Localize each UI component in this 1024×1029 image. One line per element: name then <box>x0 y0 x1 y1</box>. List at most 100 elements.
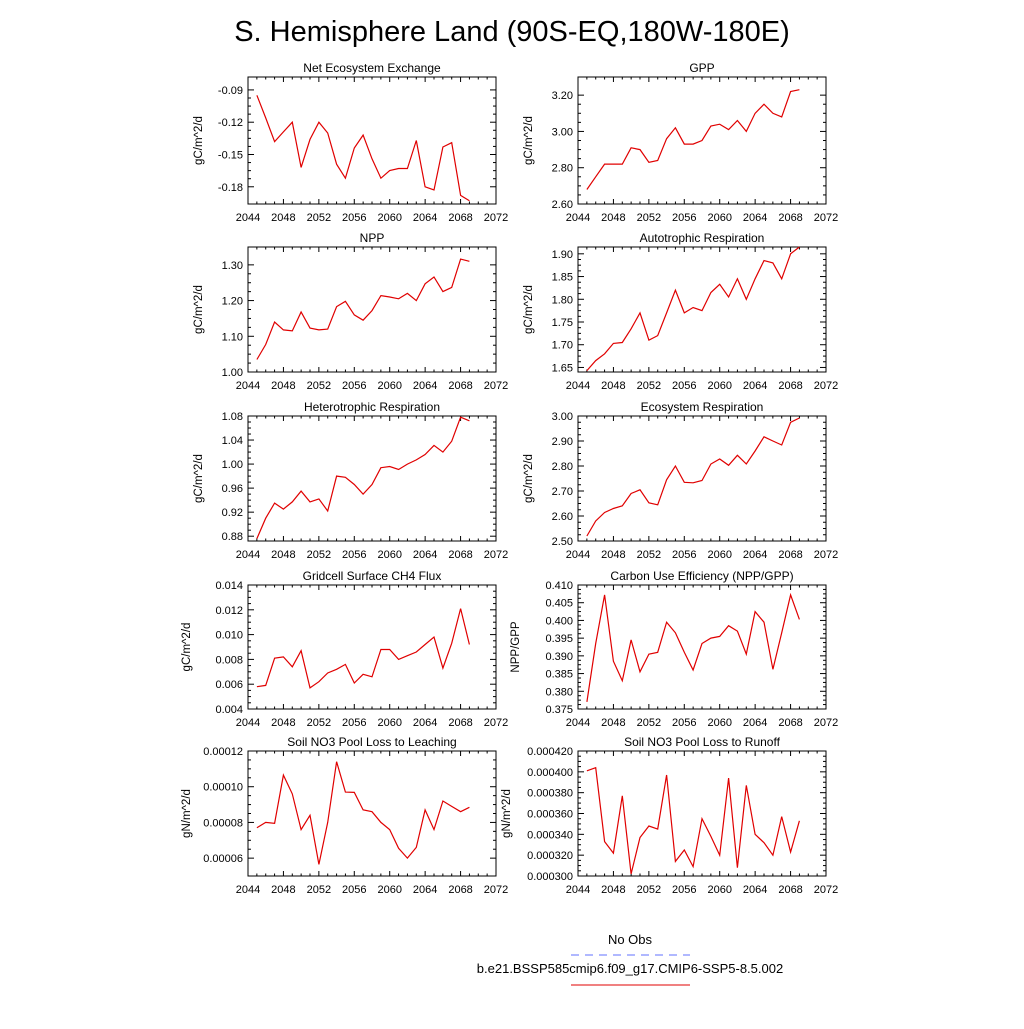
y-tick-label: 1.10 <box>222 331 243 343</box>
y-tick-label: 0.006 <box>215 679 243 691</box>
y-tick-label: 0.88 <box>222 531 243 543</box>
panel-title: Carbon Use Efficiency (NPP/GPP) <box>610 569 793 583</box>
panel-1: Net Ecosystem Exchange 2044 2048 2052 2056 20… <box>193 61 508 224</box>
x-tick-label: 2056 <box>342 380 366 392</box>
y-tick-label: -0.09 <box>218 85 243 97</box>
y-tick-label: 0.010 <box>215 630 243 642</box>
panel-title: GPP <box>689 61 714 75</box>
panel-title: Soil NO3 Pool Loss to Runoff <box>624 735 781 749</box>
y-tick-label: 0.405 <box>545 598 573 610</box>
x-tick-label: 2064 <box>743 380 767 392</box>
y-tick-label: 1.75 <box>552 317 573 329</box>
x-tick-label: 2052 <box>637 380 661 392</box>
x-tick-label: 2068 <box>778 549 802 561</box>
y-tick-label: 0.385 <box>545 669 573 681</box>
x-tick-label: 2072 <box>484 884 508 896</box>
y-tick-label: 1.80 <box>552 294 573 306</box>
y-tick-label: 0.000340 <box>527 829 573 841</box>
series-line <box>586 246 800 371</box>
x-tick-label: 2044 <box>236 717 260 729</box>
panel-9: Soil NO3 Pool Loss to Leaching 2044 2048 20… <box>181 735 508 896</box>
plot-frame <box>247 415 497 542</box>
y-tick-label: 0.000400 <box>527 767 573 779</box>
panel-title: Net Ecosystem Exchange <box>303 61 441 75</box>
y-tick-label: 0.000420 <box>527 746 573 758</box>
x-tick-label: 2064 <box>413 884 437 896</box>
series-line <box>586 417 800 537</box>
series-line <box>256 258 470 360</box>
y-tick-label: 0.96 <box>222 483 243 495</box>
x-tick-label: 2064 <box>413 549 437 561</box>
x-tick-label: 2060 <box>377 380 401 392</box>
plot-frame <box>577 750 827 877</box>
panel-4: Autotrophic Respiration 2044 2048 2052 2056 2… <box>523 231 838 392</box>
x-tick-label: 2048 <box>601 212 625 224</box>
y-axis-label: gN/m^2/d <box>501 789 513 838</box>
x-tick-label: 2056 <box>342 549 366 561</box>
series-line <box>256 761 470 865</box>
y-tick-label: 2.50 <box>552 536 573 548</box>
panel-title: Soil NO3 Pool Loss to Leaching <box>287 735 456 749</box>
x-tick-label: 2064 <box>743 717 767 729</box>
x-tick-label: 2044 <box>566 212 590 224</box>
y-tick-label: -0.15 <box>218 149 243 161</box>
panel-title: Ecosystem Respiration <box>641 400 764 414</box>
x-tick-label: 2072 <box>814 380 838 392</box>
x-tick-label: 2044 <box>566 549 590 561</box>
x-tick-label: 2060 <box>377 717 401 729</box>
x-tick-label: 2048 <box>271 717 295 729</box>
x-tick-label: 2052 <box>637 212 661 224</box>
legend-obs-label: No Obs <box>608 932 653 947</box>
y-axis-label: gC/m^2/d <box>523 116 535 165</box>
x-tick-label: 2056 <box>672 212 696 224</box>
x-tick-label: 2072 <box>814 212 838 224</box>
y-tick-label: 0.395 <box>545 633 573 645</box>
panel-title: Gridcell Surface CH4 Flux <box>303 569 442 583</box>
x-tick-label: 2056 <box>342 884 366 896</box>
x-tick-label: 2060 <box>377 549 401 561</box>
series-line <box>586 89 800 190</box>
y-tick-label: 0.004 <box>215 704 243 716</box>
panel-title: NPP <box>360 231 385 245</box>
y-tick-label: 3.00 <box>552 411 573 423</box>
series-line <box>256 95 470 202</box>
x-tick-label: 2048 <box>601 549 625 561</box>
x-tick-label: 2052 <box>307 212 331 224</box>
y-tick-label: 1.20 <box>222 296 243 308</box>
y-tick-label: 0.400 <box>545 615 573 627</box>
plot-frame <box>247 584 497 710</box>
panel-title: Heterotrophic Respiration <box>304 400 440 414</box>
y-tick-label: 0.00008 <box>203 817 243 829</box>
x-tick-label: 2056 <box>342 212 366 224</box>
x-tick-label: 2072 <box>814 884 838 896</box>
x-tick-label: 2060 <box>707 212 731 224</box>
x-tick-label: 2064 <box>743 549 767 561</box>
y-tick-label: 0.00012 <box>203 746 243 758</box>
x-tick-label: 2068 <box>448 884 472 896</box>
x-tick-label: 2048 <box>601 717 625 729</box>
x-tick-label: 2044 <box>236 212 260 224</box>
y-tick-label: 1.08 <box>222 411 243 423</box>
y-tick-label: -0.18 <box>218 182 243 194</box>
panel-5: Heterotrophic Respiration 2044 2048 2052 205… <box>193 400 508 561</box>
y-tick-label: 0.014 <box>215 580 243 592</box>
y-axis-label: gC/m^2/d <box>523 285 535 334</box>
panel-title: Autotrophic Respiration <box>640 231 765 245</box>
y-tick-label: 0.000360 <box>527 809 573 821</box>
y-axis-label: gC/m^2/d <box>181 623 193 672</box>
x-tick-label: 2068 <box>448 212 472 224</box>
y-tick-label: 2.60 <box>552 511 573 523</box>
x-tick-label: 2048 <box>601 380 625 392</box>
x-tick-label: 2072 <box>814 717 838 729</box>
panel-8: Carbon Use Efficiency (NPP/GPP) 2044 2048 2… <box>510 569 838 729</box>
y-tick-label: 0.380 <box>545 686 573 698</box>
x-tick-label: 2068 <box>448 380 472 392</box>
x-tick-label: 2064 <box>413 717 437 729</box>
x-tick-label: 2048 <box>271 380 295 392</box>
y-tick-label: 1.04 <box>222 435 243 447</box>
series-line <box>256 416 470 539</box>
panel-3: NPP 2044 2048 2052 2056 2060 2064 2068 2072 1.00 1… <box>193 231 508 392</box>
x-tick-label: 2044 <box>236 884 260 896</box>
x-tick-label: 2052 <box>307 717 331 729</box>
y-tick-label: 0.000320 <box>527 850 573 862</box>
